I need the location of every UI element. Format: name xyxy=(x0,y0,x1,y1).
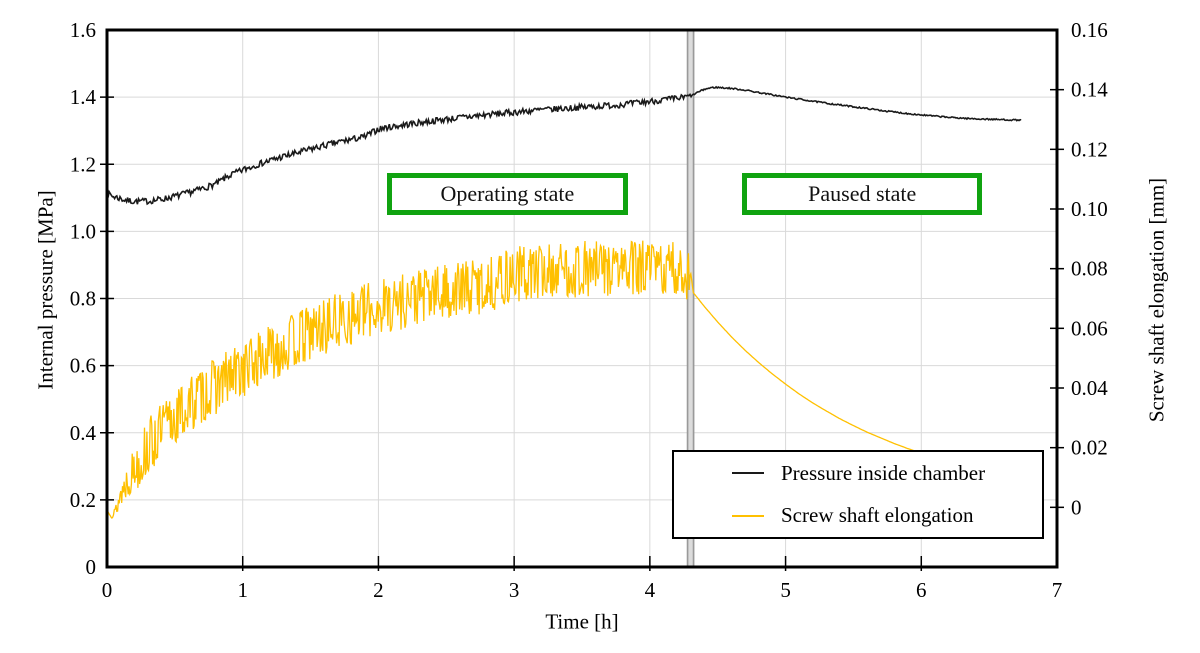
right-axis-title: Screw shaft elongation [mm] xyxy=(1144,177,1169,423)
x-tick-label: 4 xyxy=(645,578,656,602)
x-tick-label: 6 xyxy=(916,578,927,602)
y-right-tick-label: 0.12 xyxy=(1071,137,1108,161)
y-right-tick-label: 0.08 xyxy=(1071,257,1108,281)
x-tick-label: 2 xyxy=(373,578,384,602)
y-left-tick-label: 1.0 xyxy=(70,219,96,243)
x-tick-label: 0 xyxy=(102,578,113,602)
y-right-tick-label: 0.04 xyxy=(1071,376,1108,400)
legend: Pressure inside chamber Screw shaft elon… xyxy=(672,450,1044,539)
x-tick-label: 5 xyxy=(780,578,791,602)
y-left-tick-label: 1.4 xyxy=(70,85,97,109)
paused-state-annotation: Paused state xyxy=(742,172,983,216)
paused-state-label: Paused state xyxy=(808,180,917,206)
left-axis-title: Internal pressure [MPa] xyxy=(33,190,58,390)
y-right-tick-label: 0.16 xyxy=(1071,18,1108,42)
y-left-tick-label: 0 xyxy=(86,555,97,579)
legend-label-elongation: Screw shaft elongation xyxy=(781,503,974,528)
x-tick-label: 3 xyxy=(509,578,520,602)
legend-item-elongation: Screw shaft elongation xyxy=(732,495,1042,538)
operating-state-annotation: Operating state xyxy=(386,172,629,216)
y-right-tick-label: 0.02 xyxy=(1071,436,1108,460)
elongation-series-line xyxy=(106,240,922,520)
y-right-tick-label: 0.06 xyxy=(1071,316,1108,340)
y-right-tick-label: 0 xyxy=(1071,495,1082,519)
x-axis-title: Time [h] xyxy=(545,609,619,634)
legend-item-pressure: Pressure inside chamber xyxy=(732,452,1042,495)
operating-state-label: Operating state xyxy=(440,180,575,206)
x-tick-label: 1 xyxy=(237,578,248,602)
pause-marker-fill xyxy=(688,30,693,567)
y-left-tick-label: 1.2 xyxy=(70,152,96,176)
y-right-tick-label: 0.14 xyxy=(1071,78,1108,102)
pressure-line-swatch xyxy=(732,472,764,475)
y-left-tick-label: 0.6 xyxy=(70,354,96,378)
elongation-line-swatch xyxy=(732,514,764,517)
y-left-tick-label: 0.8 xyxy=(70,287,96,311)
legend-label-pressure: Pressure inside chamber xyxy=(781,460,986,485)
y-left-tick-label: 0.2 xyxy=(70,488,96,512)
pressure-series-line xyxy=(106,85,1022,206)
y-left-tick-label: 0.4 xyxy=(70,421,97,445)
y-left-tick-label: 1.6 xyxy=(70,18,96,42)
y-right-tick-label: 0.10 xyxy=(1071,197,1108,221)
plot-frame xyxy=(105,28,1059,569)
x-tick-label: 7 xyxy=(1052,578,1063,602)
